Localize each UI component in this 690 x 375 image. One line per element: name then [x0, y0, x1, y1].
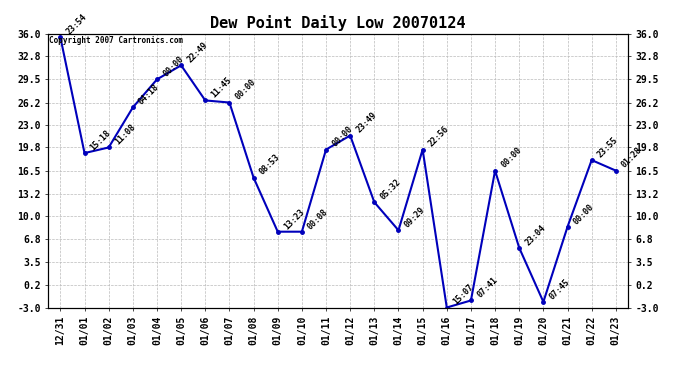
- Text: Copyright 2007 Cartronics.com: Copyright 2007 Cartronics.com: [50, 36, 184, 45]
- Text: 15:18: 15:18: [89, 128, 112, 152]
- Text: 11:08: 11:08: [113, 123, 137, 147]
- Text: 01:28: 01:28: [620, 146, 644, 170]
- Text: 00:00: 00:00: [234, 78, 257, 102]
- Text: 23:49: 23:49: [355, 111, 378, 135]
- Text: 00:00: 00:00: [572, 202, 595, 226]
- Text: 05:32: 05:32: [379, 177, 402, 201]
- Text: 23:54: 23:54: [65, 12, 88, 36]
- Text: 15:07: 15:07: [451, 283, 475, 307]
- Text: 04:18: 04:18: [137, 82, 161, 106]
- Text: 00:00: 00:00: [500, 146, 523, 170]
- Text: 22:56: 22:56: [427, 125, 451, 149]
- Title: Dew Point Daily Low 20070124: Dew Point Daily Low 20070124: [210, 15, 466, 31]
- Text: 22:49: 22:49: [186, 40, 209, 64]
- Text: 08:53: 08:53: [258, 153, 282, 177]
- Text: 07:41: 07:41: [475, 276, 499, 300]
- Text: 23:04: 23:04: [524, 223, 547, 247]
- Text: 00:00: 00:00: [331, 125, 354, 149]
- Text: 09:29: 09:29: [403, 206, 426, 230]
- Text: 00:00: 00:00: [161, 54, 185, 79]
- Text: 13:23: 13:23: [282, 207, 306, 231]
- Text: 07:45: 07:45: [548, 277, 571, 301]
- Text: 11:45: 11:45: [210, 76, 233, 100]
- Text: 00:08: 00:08: [306, 207, 330, 231]
- Text: 23:55: 23:55: [596, 135, 620, 159]
